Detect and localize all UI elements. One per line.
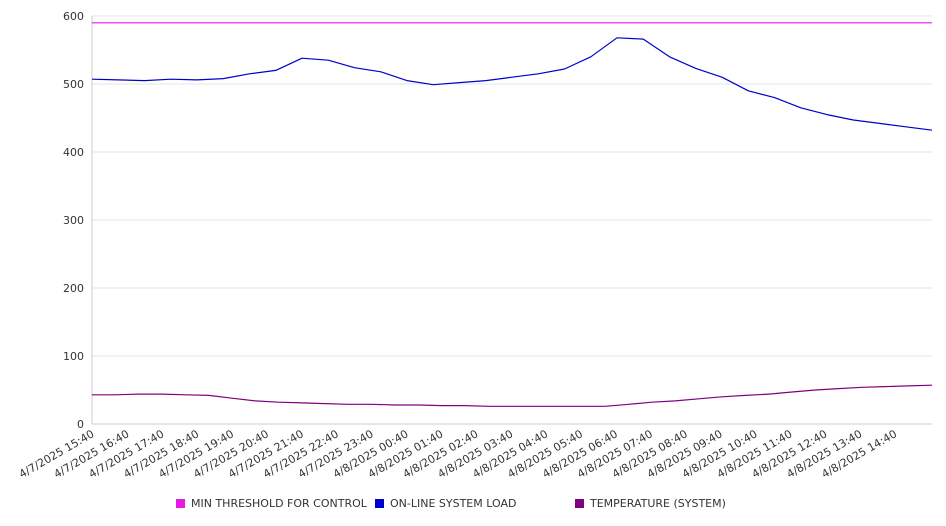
axes [91, 16, 932, 425]
y-tick-label: 200 [63, 282, 84, 295]
series-line-2 [91, 37, 933, 131]
line-chart: 0 100 200 300 400 500 600 4/7/2025 15:404/7/20… [17, 10, 933, 481]
series-lines [91, 22, 933, 407]
y-tick-label: 500 [63, 78, 84, 91]
gridlines [92, 15, 932, 357]
y-tick-label: 0 [77, 418, 84, 431]
series-line-3 [92, 384, 933, 407]
y-tick-labels: 0 100 200 300 400 500 600 [63, 10, 84, 431]
legend: MIN THRESHOLD FOR CONTROL ON-LINE SYSTEM… [0, 497, 946, 515]
y-tick-label: 400 [63, 146, 84, 159]
legend-label-system-load: ON-LINE SYSTEM LOAD [390, 497, 517, 510]
legend-label-min-threshold: MIN THRESHOLD FOR CONTROL [191, 497, 367, 510]
legend-label-temperature: TEMPERATURE (SYSTEM) [590, 497, 726, 510]
y-tick-label: 600 [63, 10, 84, 23]
legend-swatch-min-threshold [176, 499, 185, 508]
legend-item-system-load[interactable]: ON-LINE SYSTEM LOAD [375, 497, 516, 510]
x-tick-labels: 4/7/2025 15:404/7/2025 16:404/7/2025 17:… [17, 427, 899, 481]
legend-item-min-threshold[interactable]: MIN THRESHOLD FOR CONTROL [176, 497, 367, 510]
y-tick-label: 100 [63, 350, 84, 363]
legend-swatch-system-load [375, 499, 384, 508]
legend-item-temperature[interactable]: TEMPERATURE (SYSTEM) [575, 497, 726, 510]
legend-swatch-temperature [575, 499, 584, 508]
y-tick-label: 300 [63, 214, 84, 227]
